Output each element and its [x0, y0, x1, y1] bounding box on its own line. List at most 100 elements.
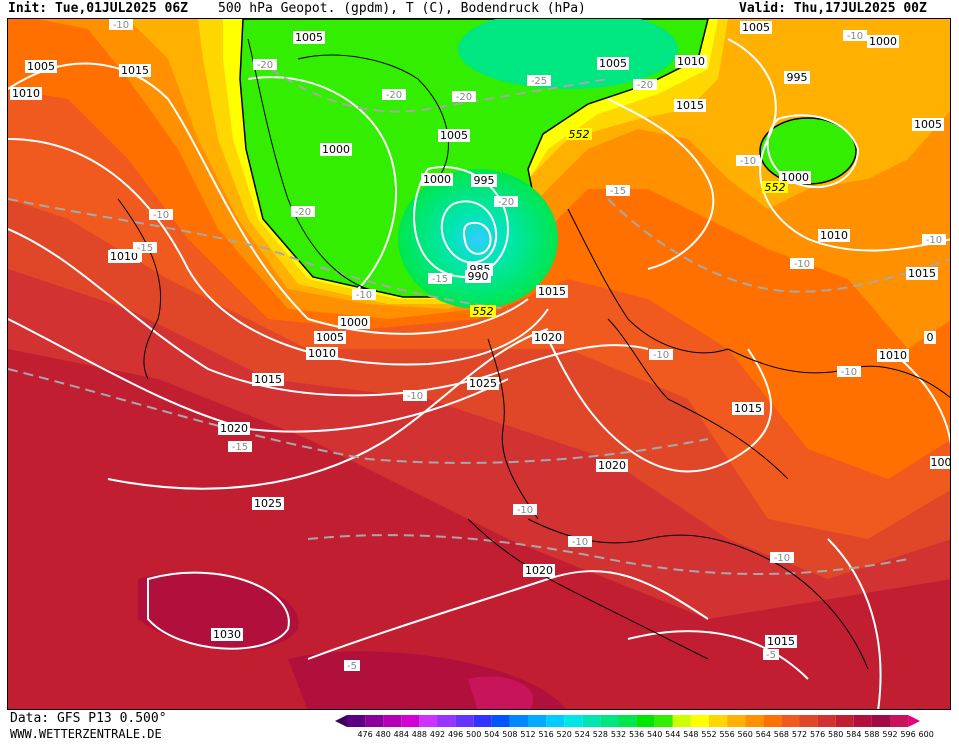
pressure-label: 1015 — [119, 64, 151, 77]
legend-swatch — [853, 715, 872, 727]
legend-swatch — [745, 715, 764, 727]
svg-text:1000: 1000 — [869, 35, 897, 48]
legend-arrow-right — [908, 715, 921, 727]
svg-text:1010: 1010 — [308, 347, 336, 360]
temperature-label: -15 — [133, 242, 157, 254]
map-header: Init: Tue,01JUL2025 06Z 500 hPa Geopot. … — [0, 0, 959, 18]
legend-tick-label: 600 — [919, 730, 934, 739]
svg-text:1000: 1000 — [423, 173, 451, 186]
legend-tick-label: 532 — [611, 730, 626, 739]
field-596 — [468, 676, 534, 709]
legend-tick-label: 508 — [502, 730, 517, 739]
svg-text:1015: 1015 — [254, 373, 282, 386]
pressure-label-group: 1005 1015 1010 1005 1000 1005 1000 995 9… — [10, 21, 952, 648]
legend-swatch — [600, 715, 619, 727]
svg-text:1005: 1005 — [27, 60, 55, 73]
legend-swatch — [365, 715, 384, 727]
temperature-label: -15 — [428, 273, 452, 285]
svg-text:-10: -10 — [926, 235, 942, 246]
pressure-label: 1010 — [675, 55, 707, 68]
legend-tick-label: 568 — [774, 730, 789, 739]
legend-swatch — [817, 715, 836, 727]
legend-swatch — [781, 715, 800, 727]
svg-text:1010: 1010 — [12, 87, 40, 100]
svg-text:-10: -10 — [794, 259, 810, 270]
pressure-label: 1005 — [597, 57, 629, 70]
low-iceland — [398, 169, 558, 309]
temperature-label: -10 — [837, 366, 861, 378]
svg-text:1005: 1005 — [599, 57, 627, 70]
svg-text:-10: -10 — [517, 505, 533, 516]
svg-text:1000: 1000 — [340, 316, 368, 329]
pressure-label: 1000 — [320, 143, 352, 156]
pressure-label: 1015 — [536, 285, 568, 298]
svg-text:-10: -10 — [153, 210, 169, 221]
legend-tick-label: 492 — [430, 730, 445, 739]
legend-swatch — [546, 715, 565, 727]
legend-swatch — [709, 715, 728, 727]
legend-swatch — [528, 715, 547, 727]
svg-text:1025: 1025 — [469, 377, 497, 390]
svg-text:552: 552 — [569, 128, 590, 141]
svg-text:-10: -10 — [847, 31, 863, 42]
svg-text:1010: 1010 — [879, 349, 907, 362]
svg-text:1005: 1005 — [440, 129, 468, 142]
svg-text:-5: -5 — [766, 650, 776, 661]
temperature-label: -25 — [527, 75, 551, 87]
temperature-label: -10 — [352, 289, 376, 301]
legend-swatch — [455, 715, 474, 727]
legend-swatch — [727, 715, 746, 727]
legend-swatch — [437, 715, 456, 727]
temperature-label: -15 — [606, 185, 630, 197]
legend-tick-label: 540 — [647, 730, 662, 739]
website-label: WWW.WETTERZENTRALE.DE — [10, 727, 162, 741]
legend-tick-label: 552 — [701, 730, 716, 739]
svg-text:-10: -10 — [740, 156, 756, 167]
svg-text:-15: -15 — [137, 243, 153, 254]
svg-text:100: 100 — [931, 456, 952, 469]
svg-text:-25: -25 — [531, 76, 547, 87]
svg-text:1020: 1020 — [598, 459, 626, 472]
svg-text:-10: -10 — [653, 350, 669, 361]
legend-tick-label: 580 — [828, 730, 843, 739]
pressure-label: 1020 — [523, 564, 555, 577]
svg-text:995: 995 — [474, 174, 495, 187]
pressure-label: 1005 — [25, 60, 57, 73]
legend-tick-label: 488 — [412, 730, 427, 739]
pressure-label: 1005 — [740, 21, 772, 34]
data-source: Data: GFS P13 0.500° — [10, 711, 167, 726]
field-592 — [138, 572, 299, 651]
pressure-label: 1015 — [906, 267, 938, 280]
svg-text:-5: -5 — [347, 661, 357, 672]
temperature-label: -10 — [109, 19, 133, 31]
temperature-label: -20 — [633, 79, 657, 91]
legend-swatch — [618, 715, 637, 727]
legend-tick-label: 480 — [376, 730, 391, 739]
pressure-label: 1005 — [293, 31, 325, 44]
legend-tick-label: 520 — [557, 730, 572, 739]
temperature-label: -20 — [253, 59, 277, 71]
temperature-label: -10 — [770, 552, 794, 564]
pressure-label: 1000 — [338, 316, 370, 329]
pressure-label: 1000 — [867, 35, 899, 48]
legend-tick-label: 584 — [846, 730, 861, 739]
legend-swatch — [509, 715, 528, 727]
weather-map[interactable]: 1005 1015 1010 1005 1000 1005 1000 995 9… — [7, 18, 951, 710]
legend-swatch — [347, 715, 366, 727]
svg-text:-20: -20 — [386, 90, 402, 101]
svg-text:1015: 1015 — [121, 64, 149, 77]
weather-map-canvas: 1005 1015 1010 1005 1000 1005 1000 995 9… — [8, 19, 952, 709]
legend-tick-label: 528 — [593, 730, 608, 739]
svg-text:1000: 1000 — [322, 143, 350, 156]
pressure-label: 1005 — [912, 118, 944, 131]
coastlines — [117, 38, 950, 670]
map-title: 500 hPa Geopot. (gpdm), T (C), Bodendruc… — [218, 1, 586, 16]
legend-tick-label: 560 — [738, 730, 753, 739]
pressure-label: 1005 — [438, 129, 470, 142]
svg-text:1010: 1010 — [110, 250, 138, 263]
legend-swatch — [419, 715, 438, 727]
legend-tick-label: 544 — [665, 730, 680, 739]
pressure-label: 1000 — [421, 173, 453, 186]
legend-swatch — [564, 715, 583, 727]
svg-text:-10: -10 — [356, 290, 372, 301]
